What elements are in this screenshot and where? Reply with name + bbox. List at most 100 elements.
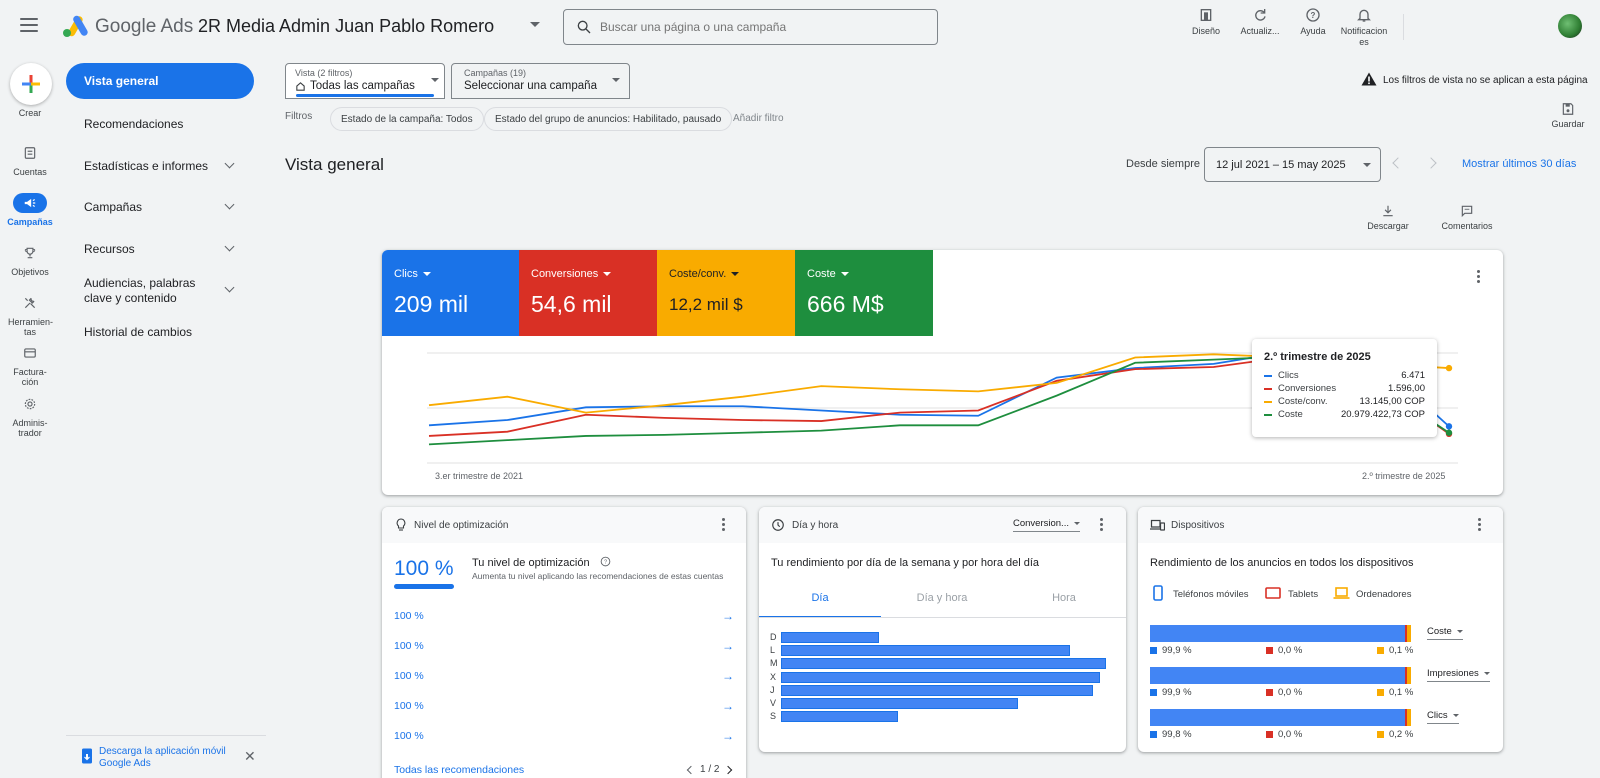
optimization-title: Tu nivel de optimización	[472, 557, 590, 569]
day-hour-metric-select[interactable]: Conversion...	[1013, 518, 1080, 532]
day-bar[interactable]	[781, 658, 1106, 670]
metric-tile-cost[interactable]: Coste 666 M$	[795, 250, 933, 336]
more-vert-icon[interactable]	[722, 518, 726, 531]
chevron-down-icon[interactable]	[224, 282, 235, 293]
account-name[interactable]: 2R Media Admin Juan Pablo Romero	[198, 16, 495, 36]
tablet-share-bar[interactable]	[1405, 667, 1407, 684]
rail-item-goals[interactable]: Objetivos	[0, 243, 60, 277]
device-metric-select[interactable]: Coste	[1427, 626, 1463, 640]
recommendation-row[interactable]: 100 % →	[394, 729, 734, 743]
card-header	[382, 507, 746, 543]
all-recommendations-link[interactable]: Todas las recomendaciones	[394, 764, 525, 776]
notifications-button[interactable]: Notificacion es	[1335, 7, 1393, 48]
filter-chip-adgroup-status[interactable]: Estado del grupo de anuncios: Habilitado…	[484, 107, 733, 131]
sidebar-item-overview[interactable]: Vista general	[66, 63, 254, 99]
rail-item-tools[interactable]: Herramien- tas	[0, 293, 60, 337]
menu-icon[interactable]	[18, 16, 40, 34]
more-vert-icon[interactable]	[1477, 270, 1481, 283]
metric-tile-cost-per-conv[interactable]: Coste/conv. 12,2 mil $	[657, 250, 795, 336]
day-bar[interactable]	[781, 645, 1071, 657]
sidebar-item-recommendations[interactable]: Recomendaciones	[84, 117, 184, 131]
mobile-share-bar[interactable]	[1150, 667, 1405, 684]
rail-label: Campañas	[7, 217, 53, 227]
metric-value: 209 mil	[394, 291, 469, 317]
device-metric-select[interactable]: Impresiones	[1427, 668, 1490, 682]
desktop-share-bar[interactable]	[1407, 625, 1411, 642]
rail-item-campaigns[interactable]: Campañas	[0, 193, 60, 227]
tooltip-series-name: Coste/conv.	[1278, 396, 1328, 407]
sidebar-item-audiences[interactable]: Audiencias, palabras clave y contenido	[84, 276, 224, 306]
day-bar[interactable]	[781, 698, 1019, 709]
download-button[interactable]: Descargar	[1358, 204, 1418, 232]
chevron-left-icon[interactable]	[1392, 157, 1404, 169]
plus-icon	[22, 75, 40, 93]
comments-button[interactable]: Comentarios	[1437, 204, 1497, 232]
day-label: M	[770, 658, 778, 669]
help-button[interactable]: ? Ayuda	[1283, 7, 1343, 37]
mobile-share-bar[interactable]	[1150, 709, 1405, 726]
date-range-picker[interactable]: 12 jul 2021 – 15 may 2025	[1204, 147, 1381, 182]
recommendation-row[interactable]: 100 % →	[394, 609, 734, 623]
device-metric-select[interactable]: Clics	[1427, 710, 1459, 724]
recommendation-row[interactable]: 100 % →	[394, 699, 734, 713]
rail-item-admin[interactable]: Adminis- trador	[0, 394, 60, 438]
chevron-down-icon[interactable]	[530, 22, 540, 27]
day-bar[interactable]	[781, 671, 1100, 683]
close-icon[interactable]: ✕	[244, 748, 256, 764]
tablet-share-bar[interactable]	[1405, 625, 1407, 642]
save-button[interactable]: Guardar	[1538, 102, 1598, 130]
add-filter-button[interactable]: Añadir filtro	[733, 113, 784, 124]
chevron-right-icon[interactable]	[1425, 157, 1437, 169]
tablet-share-bar[interactable]	[1405, 709, 1407, 726]
series-end-point[interactable]	[1445, 364, 1453, 372]
sidebar-item-campaigns[interactable]: Campañas	[84, 200, 254, 214]
filters-label: Filtros	[285, 111, 313, 122]
metric-tile-clicks[interactable]: Clics 209 mil	[382, 250, 519, 336]
help-outline-icon[interactable]: ?	[600, 556, 611, 567]
desktop-share-bar[interactable]	[1407, 667, 1411, 684]
metric-tile-conversions[interactable]: Conversiones 54,6 mil	[519, 250, 657, 336]
sidebar-item-change-history[interactable]: Historial de cambios	[84, 325, 193, 339]
refresh-button[interactable]: Actualiz...	[1230, 7, 1290, 37]
recommendation-row[interactable]: 100 % →	[394, 669, 734, 683]
recommendation-row[interactable]: 100 % →	[394, 639, 734, 653]
day-bar[interactable]	[781, 711, 898, 723]
more-vert-icon[interactable]	[1100, 518, 1104, 531]
chevron-right-icon[interactable]	[724, 765, 733, 774]
metric-value: 54,6 mil	[531, 291, 612, 317]
tooltip-series-value: 20.979.422,73 COP	[1341, 409, 1425, 420]
comment-icon	[1461, 205, 1473, 218]
refresh-icon	[1255, 9, 1266, 21]
create-button[interactable]	[10, 63, 52, 105]
day-bar[interactable]	[781, 684, 1093, 696]
optimization-score: 100 %	[394, 557, 454, 580]
search-box[interactable]	[563, 9, 938, 45]
series-end-point[interactable]	[1445, 423, 1453, 430]
rail-item-accounts[interactable]: Cuentas	[0, 143, 60, 177]
sidebar-item-label: Audiencias, palabras clave y contenido	[84, 276, 196, 305]
tab-day-and-hour[interactable]: Día y hora	[916, 592, 968, 604]
view-dropdown[interactable]: Vista (2 filtros) Todas las campañas	[285, 63, 445, 99]
sidebar-item-insights[interactable]: Estadísticas e informes	[84, 159, 254, 173]
rail-item-billing[interactable]: Factura- ción	[0, 343, 60, 387]
search-input[interactable]	[600, 20, 920, 34]
campaigns-dropdown[interactable]: Campañas (19) Seleccionar una campaña	[451, 63, 630, 99]
filter-chip-campaign-status[interactable]: Estado de la campaña: Todos	[330, 107, 484, 131]
chevron-left-icon[interactable]	[686, 765, 696, 774]
day-bar[interactable]	[781, 632, 879, 643]
more-vert-icon[interactable]	[1478, 518, 1482, 531]
series-end-point[interactable]	[1445, 429, 1453, 436]
app-promo-link[interactable]: Descarga la aplicación móvil Google Ads	[99, 746, 226, 769]
mobile-share-bar[interactable]	[1150, 625, 1405, 642]
day-bar-row: D	[770, 631, 1110, 643]
appearance-button[interactable]: Diseño	[1176, 7, 1236, 37]
sidebar-item-assets[interactable]: Recursos	[84, 242, 254, 256]
tooltip-series-value: 6.471	[1401, 370, 1425, 381]
tab-day[interactable]: Día	[811, 592, 829, 604]
desktop-share-bar[interactable]	[1407, 709, 1411, 726]
avatar[interactable]	[1558, 14, 1582, 38]
show-last-30-days-link[interactable]: Mostrar últimos 30 días	[1462, 158, 1577, 170]
warning-icon	[1361, 72, 1377, 86]
tab-hour[interactable]: Hora	[1052, 592, 1076, 604]
date-range-value: 12 jul 2021 – 15 may 2025	[1216, 159, 1346, 171]
